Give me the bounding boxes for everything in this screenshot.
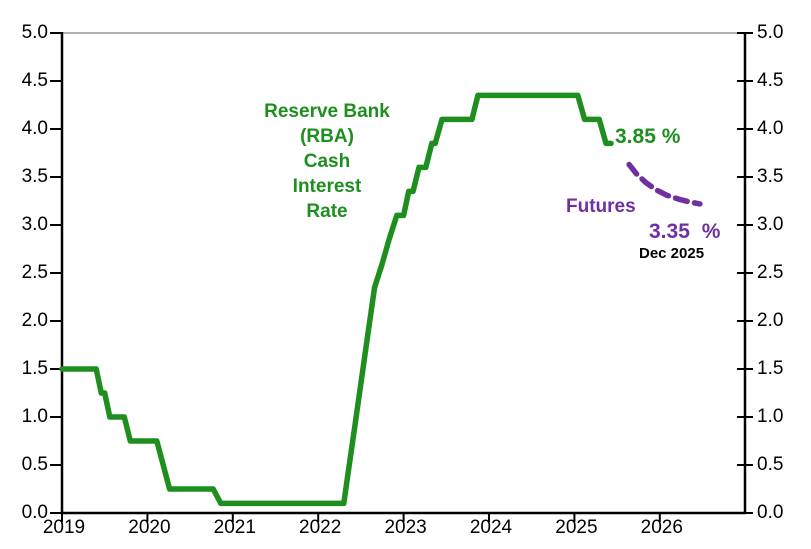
current-rate-label: 3.85 %: [615, 125, 681, 148]
y-axis-label-right: 2.0: [757, 310, 784, 331]
y-axis-label-right: 4.0: [757, 118, 784, 139]
y-axis-label-right: 1.0: [757, 406, 784, 427]
chart-title: Reserve Bank (RBA) Cash Interest Rate: [247, 99, 407, 224]
cash-rate-line: [59, 92, 614, 507]
x-axis-label: 2026: [640, 517, 683, 538]
chart-title-line: Rate: [306, 201, 348, 222]
y-axis-label-left: 1.0: [21, 406, 48, 427]
y-axis-label-right: 3.5: [757, 166, 784, 187]
y-axis-label-left: 1.5: [21, 358, 48, 379]
x-axis-label: 2023: [384, 517, 427, 538]
y-axis-label-right: 0.5: [757, 454, 784, 475]
x-axis-label: 2020: [128, 517, 171, 538]
y-axis-label-right: 1.5: [757, 358, 784, 379]
chart-title-line: Reserve Bank: [264, 101, 390, 122]
y-axis-label-left: 0.0: [21, 502, 48, 523]
futures-rate-label: 3.35 %: [649, 220, 721, 243]
y-axis-label-left: 3.0: [21, 214, 48, 235]
y-axis-label-left: 5.0: [21, 22, 48, 43]
x-axis-label: 2019: [42, 517, 86, 538]
futures-line: [626, 161, 703, 207]
y-axis-label-right: 3.0: [757, 214, 784, 235]
y-axis-label-right: 0.0: [757, 502, 784, 523]
x-axis-label: 2024: [469, 517, 513, 538]
y-axis-label-right: 4.5: [757, 70, 784, 91]
chart-title-line: Cash: [303, 151, 351, 172]
futures-label: Futures: [566, 196, 636, 217]
x-axis-label: 2021: [213, 517, 256, 538]
futures-date-label: Dec 2025: [639, 245, 705, 262]
chart-title-line: Interest: [292, 176, 362, 197]
y-axis-label-left: 2.5: [21, 262, 48, 283]
y-axis-label-left: 4.0: [21, 118, 48, 139]
y-axis-label-left: 0.5: [21, 454, 48, 475]
x-axis-label: 2022: [299, 517, 342, 538]
y-axis-label-left: 2.0: [21, 310, 48, 331]
x-axis-label: 2025: [555, 517, 598, 538]
y-axis-label-left: 4.5: [21, 70, 48, 91]
y-axis-label-right: 5.0: [757, 22, 784, 43]
y-axis-label-left: 3.5: [21, 166, 48, 187]
chart-title-line: (RBA): [300, 126, 354, 147]
y-axis-label-right: 2.5: [757, 262, 784, 283]
